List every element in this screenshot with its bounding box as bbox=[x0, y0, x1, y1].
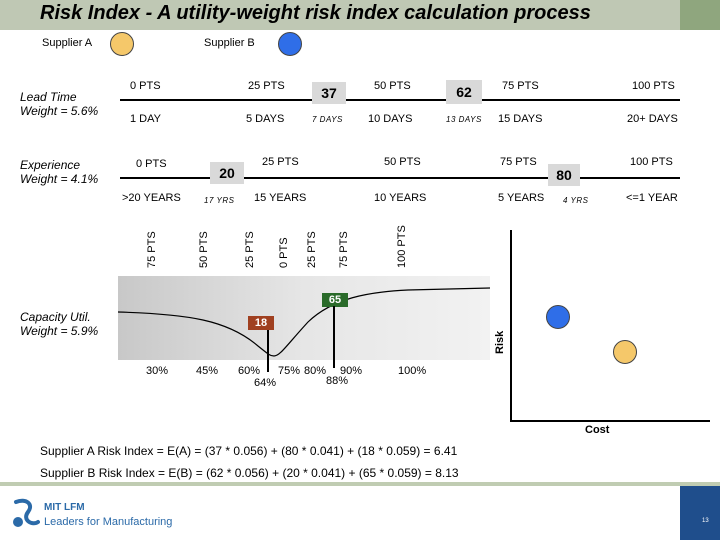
capacity-marker-88 bbox=[333, 306, 335, 368]
cap-pts-0: 0 PTS bbox=[278, 237, 290, 268]
cost-axis-label: Cost bbox=[585, 424, 610, 436]
capacity-marker-64 bbox=[267, 330, 269, 372]
cap-pct-60: 60% bbox=[238, 365, 261, 377]
capacity-weight: Weight = 5.9% bbox=[20, 324, 99, 338]
formula-supplier-a: Supplier A Risk Index = E(A) = (37 * 0.0… bbox=[40, 444, 458, 458]
title-bar bbox=[0, 0, 720, 30]
risk-axis-label: Risk bbox=[494, 330, 506, 354]
lead-day-7: 7 DAYS bbox=[312, 115, 343, 124]
lead-time-label: Lead Time bbox=[20, 90, 77, 104]
logo-line2: Leaders for Manufacturing bbox=[44, 516, 173, 528]
supplier-a-label: Supplier A bbox=[42, 37, 93, 49]
lead-pts-75: 75 PTS bbox=[502, 80, 539, 92]
exp-years-4: 4 YRS bbox=[563, 196, 589, 205]
exp-years-10: 10 YEARS bbox=[374, 192, 427, 204]
lead-pts-25: 25 PTS bbox=[248, 80, 285, 92]
lfm-logo-icon bbox=[13, 498, 40, 527]
title-bar-accent bbox=[680, 0, 720, 30]
cap-pct-88: 88% bbox=[326, 375, 349, 387]
lead-pts-100: 100 PTS bbox=[632, 80, 675, 92]
exp-years-5: 5 YEARS bbox=[498, 192, 545, 204]
experience-axis bbox=[120, 177, 680, 179]
experience-label: Experience bbox=[20, 158, 81, 172]
lead-day-10: 10 DAYS bbox=[368, 113, 413, 125]
lead-day-20plus: 20+ DAYS bbox=[627, 113, 678, 125]
cap-pct-45: 45% bbox=[196, 365, 219, 377]
capacity-badge-b: 65 bbox=[322, 293, 348, 307]
cap-pct-80: 80% bbox=[304, 365, 327, 377]
supplier-a-point bbox=[613, 340, 637, 364]
supplier-b-point bbox=[546, 305, 570, 329]
exp-years-15: 15 YEARS bbox=[254, 192, 307, 204]
cap-pts-75-right: 75 PTS bbox=[338, 231, 350, 268]
lead-day-5: 5 DAYS bbox=[246, 113, 285, 125]
lead-time-weight: Weight = 5.6% bbox=[20, 104, 99, 118]
exp-years-20plus: >20 YEARS bbox=[122, 192, 181, 204]
capacity-badge-a: 18 bbox=[248, 316, 274, 330]
cap-pts-100: 100 PTS bbox=[396, 225, 408, 268]
supplier-b-label: Supplier B bbox=[204, 37, 255, 49]
logo-line1: MIT LFM bbox=[44, 502, 85, 513]
exp-years-le1: <=1 YEAR bbox=[626, 192, 678, 204]
lead-day-1: 1 DAY bbox=[130, 113, 161, 125]
exp-years-17: 17 YRS bbox=[204, 196, 235, 205]
lead-day-13: 13 DAYS bbox=[446, 115, 482, 124]
lead-pts-50: 50 PTS bbox=[374, 80, 411, 92]
cap-pct-64: 64% bbox=[254, 377, 277, 389]
page-number: 13 bbox=[702, 518, 709, 524]
experience-badge-a: 80 bbox=[548, 164, 580, 186]
cap-pts-25-right: 25 PTS bbox=[306, 231, 318, 268]
formula-supplier-b: Supplier B Risk Index = E(B) = (62 * 0.0… bbox=[40, 466, 459, 480]
cap-pct-100: 100% bbox=[398, 365, 427, 377]
lead-day-15: 15 DAYS bbox=[498, 113, 543, 125]
footer-bar bbox=[0, 482, 720, 486]
exp-pts-75: 75 PTS bbox=[500, 156, 537, 168]
risk-axis-y bbox=[510, 230, 512, 422]
exp-pts-0: 0 PTS bbox=[136, 158, 167, 170]
exp-pts-25: 25 PTS bbox=[262, 156, 299, 168]
cost-axis-x bbox=[510, 420, 710, 422]
supplier-a-marker bbox=[110, 32, 134, 56]
cap-pct-75: 75% bbox=[278, 365, 301, 377]
cap-pts-25-left: 25 PTS bbox=[244, 231, 256, 268]
lead-time-badge-b: 62 bbox=[446, 80, 482, 104]
footer-accent bbox=[680, 486, 720, 540]
capacity-label: Capacity Util. bbox=[20, 310, 91, 324]
lead-time-axis bbox=[120, 99, 680, 101]
experience-badge-b: 20 bbox=[210, 162, 244, 184]
experience-weight: Weight = 4.1% bbox=[20, 172, 99, 186]
lead-time-badge-a: 37 bbox=[312, 82, 346, 104]
cap-pts-50: 50 PTS bbox=[198, 231, 210, 268]
cap-pct-90: 90% bbox=[340, 365, 363, 377]
page-title: Risk Index - A utility-weight risk index… bbox=[40, 2, 591, 24]
cap-pts-75-left: 75 PTS bbox=[146, 231, 158, 268]
capacity-utility-curve bbox=[118, 276, 490, 360]
exp-pts-100: 100 PTS bbox=[630, 156, 673, 168]
lead-pts-0: 0 PTS bbox=[130, 80, 161, 92]
exp-pts-50: 50 PTS bbox=[384, 156, 421, 168]
supplier-b-marker bbox=[278, 32, 302, 56]
cap-pct-30: 30% bbox=[146, 365, 169, 377]
